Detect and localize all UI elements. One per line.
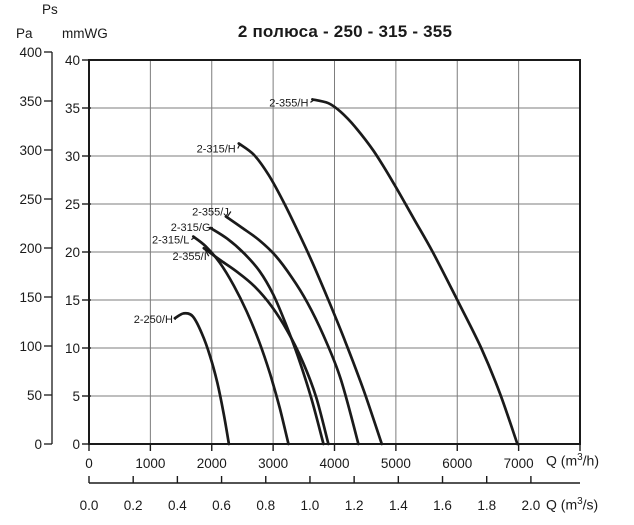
m3h-tick-label: 3000 (258, 456, 288, 471)
curve-label-2-250-H: 2-250/H (134, 314, 173, 326)
pa-tick-label: 250 (19, 192, 42, 207)
curve-2-315-H (237, 142, 384, 446)
curve-2-355-J (224, 215, 360, 446)
flow-axis-unit-m3s-label: Q (m3/s) (546, 496, 598, 513)
unit-sup: 3 (577, 496, 583, 507)
mmwg-tick-label: 20 (65, 245, 80, 260)
m3s-tick-label: 1.8 (477, 498, 496, 513)
pa-tick-label: 200 (19, 241, 42, 256)
mmwg-axis-unit-label: mmWG (62, 26, 108, 41)
curve-2-315-G (209, 226, 325, 446)
pa-axis-unit-label: Pa (16, 26, 33, 41)
grid (88, 59, 581, 445)
pressure-symbol-label: Ps (42, 2, 58, 17)
curve-label-2-315-L: 2-315/L (152, 235, 189, 247)
m3h-tick-label: 5000 (381, 456, 411, 471)
unit-sup: 3 (577, 452, 583, 463)
curve-label-2-355-I: 2-355/I (173, 251, 207, 263)
curve-2-355-I (202, 246, 330, 446)
curve-label-leader (310, 99, 314, 103)
m3s-tick-label: 0.4 (168, 498, 187, 513)
curve-label-2-315-H: 2-315/H (197, 144, 236, 156)
curve-label-2-355-H: 2-355/H (269, 97, 308, 109)
m3h-tick-label: 2000 (197, 456, 227, 471)
mmwg-tick-label: 0 (72, 437, 80, 452)
m3s-tick-label: 1.2 (345, 498, 364, 513)
m3h-tick-label: 0 (85, 456, 93, 471)
pa-tick-label: 0 (34, 437, 42, 452)
m3h-tick-label: 6000 (442, 456, 472, 471)
mmwg-axis (82, 59, 91, 445)
curve-label-leader (191, 237, 195, 241)
curve-label-2-315-G: 2-315/G (171, 222, 211, 234)
chart-title: 2 полюса - 250 - 315 - 355 (237, 22, 453, 41)
m3s-tick-label: 0.0 (80, 498, 99, 513)
pa-tick-label: 400 (19, 45, 42, 60)
m3h-tick-label: 4000 (319, 456, 349, 471)
unit-pre: Q (m (546, 496, 578, 513)
mmwg-tick-label: 25 (65, 197, 80, 212)
curve-labels: 2-250/H 2-315/L2-315/G 2-355/I 2-355/J 2-315… (134, 97, 314, 326)
m3s-tick-label: 1.6 (433, 498, 452, 513)
pa-tick-label: 50 (27, 388, 42, 403)
x-axis-m3s-tick-labels: 0.0 0.2 0.4 0.6 0.8 1.0 1.2 1.4 1.6 1.8 2.0 (80, 498, 541, 513)
curve-2-250-H (173, 311, 231, 446)
curve-label-leader (210, 226, 214, 230)
curve-label-leader (226, 211, 232, 218)
mmwg-tick-label: 40 (65, 53, 80, 68)
pa-tick-label: 150 (19, 290, 42, 305)
curve-label-leader (204, 248, 210, 257)
pa-tick-label: 300 (19, 143, 42, 158)
mmwg-tick-label: 30 (65, 149, 80, 164)
m3h-tick-label: 7000 (504, 456, 534, 471)
mmwg-tick-label: 5 (72, 389, 80, 404)
m3s-tick-label: 2.0 (522, 498, 541, 513)
x-axis-m3s (88, 476, 580, 484)
unit-pre: Q (m (546, 452, 578, 469)
pa-axis (44, 51, 53, 445)
unit-post: /s) (582, 496, 599, 513)
curve-label-2-355-J: 2-355/J (192, 206, 229, 218)
curves (173, 98, 519, 446)
m3s-tick-label: 1.4 (389, 498, 408, 513)
pa-tick-label: 100 (19, 339, 42, 354)
unit-post: /h) (582, 452, 600, 469)
pa-tick-label: 350 (19, 94, 42, 109)
m3s-tick-label: 0.6 (212, 498, 231, 513)
mmwg-axis-tick-labels: 40 35 30 25 20 15 10 5 0 (65, 53, 80, 452)
flow-axis-unit-m3h-label: Q (m3/h) (546, 452, 599, 469)
curve-label-leader (237, 144, 241, 149)
pa-axis-tick-labels: 400 350 300 250 200 150 100 50 0 (19, 45, 42, 452)
x-axis-m3h-tick-labels: 0 1000 2000 3000 4000 5000 6000 7000 (85, 456, 533, 471)
m3s-tick-label: 0.8 (256, 498, 275, 513)
m3h-tick-label: 1000 (135, 456, 165, 471)
curve-2-355-H (311, 98, 519, 446)
mmwg-tick-label: 10 (65, 341, 80, 356)
mmwg-tick-label: 15 (65, 293, 80, 308)
mmwg-tick-label: 35 (65, 101, 80, 116)
curve-2-315-L (191, 235, 290, 446)
x-axis-m3h (88, 444, 581, 451)
m3s-tick-label: 1.0 (301, 498, 320, 513)
m3s-tick-label: 0.2 (124, 498, 143, 513)
